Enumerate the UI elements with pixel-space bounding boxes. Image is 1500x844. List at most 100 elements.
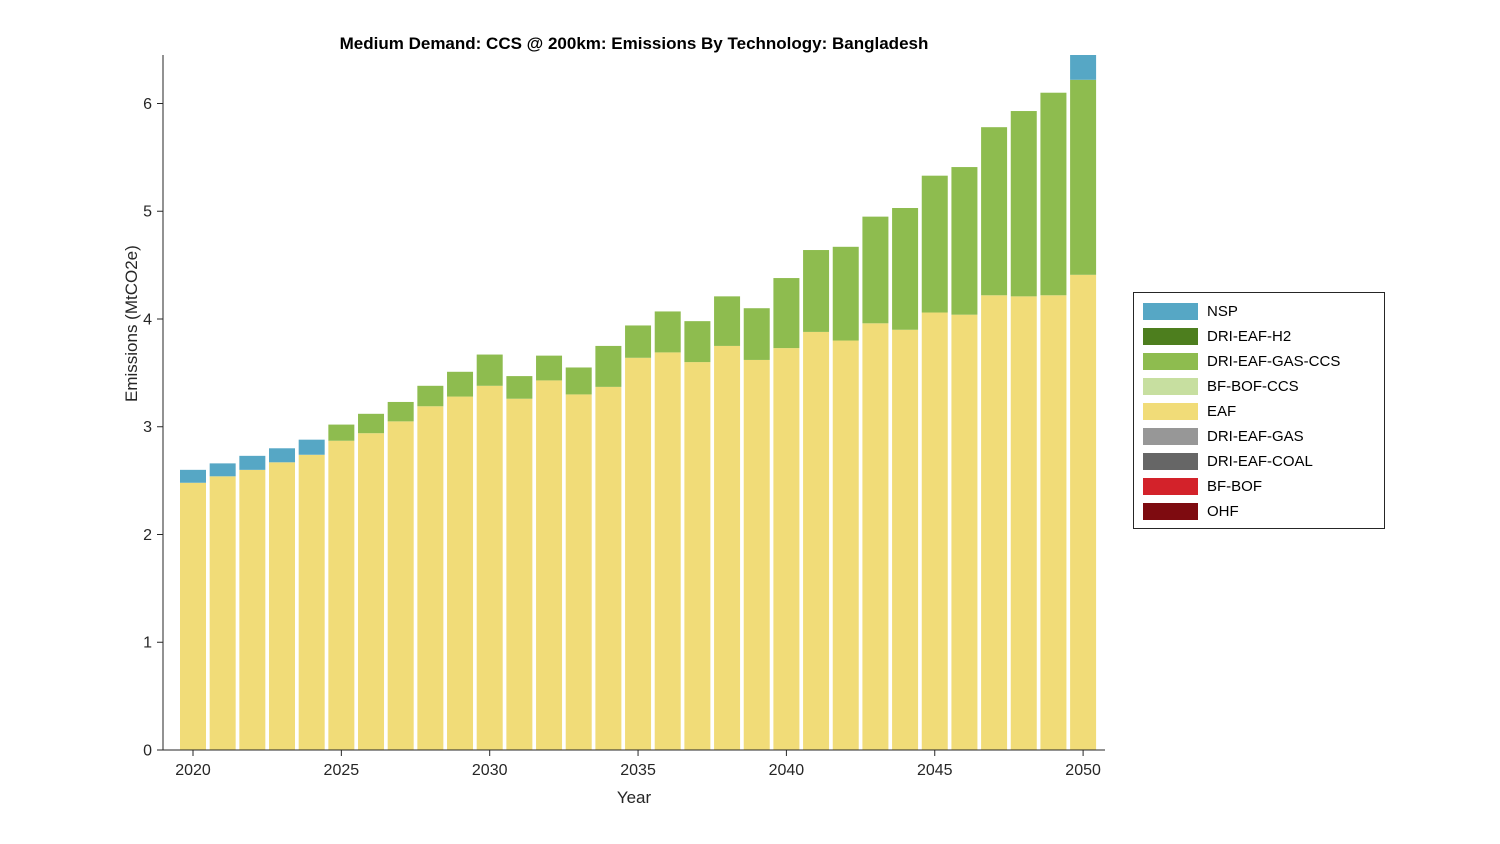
bar-2034-EAF <box>595 386 622 750</box>
bar-2035-EAF <box>625 357 652 750</box>
bar-2043-DRI-EAF-GAS-CCS <box>862 216 889 324</box>
bar-2033-EAF <box>565 394 592 750</box>
bar-2026-DRI-EAF-GAS-CCS <box>358 413 385 434</box>
bar-2029-EAF <box>447 396 474 750</box>
legend-swatch-BF-BOF-CCS <box>1143 378 1198 395</box>
bar-2025-DRI-EAF-GAS-CCS <box>328 424 355 441</box>
bar-2050-EAF <box>1070 274 1097 750</box>
x-tick-label-2040: 2040 <box>769 762 805 779</box>
bar-2050-DRI-EAF-GAS-CCS <box>1070 79 1097 275</box>
y-tick-label-2: 2 <box>143 527 152 544</box>
y-tick-label-6: 6 <box>143 96 152 113</box>
bar-2032-EAF <box>536 380 563 750</box>
bar-2032-DRI-EAF-GAS-CCS <box>536 355 563 381</box>
bar-2048-EAF <box>1010 296 1037 750</box>
bar-2042-EAF <box>832 340 859 750</box>
bar-2038-DRI-EAF-GAS-CCS <box>714 296 741 346</box>
bar-2028-EAF <box>417 406 444 750</box>
bar-2022-NSP <box>239 455 266 470</box>
x-tick-label-2020: 2020 <box>175 762 211 779</box>
legend-label: EAF <box>1207 403 1237 420</box>
bar-2049-DRI-EAF-GAS-CCS <box>1040 92 1067 296</box>
bar-2030-DRI-EAF-GAS-CCS <box>476 354 503 386</box>
legend-item-EAF: EAF <box>1134 399 1384 424</box>
legend-item-DRI-EAF-COAL: DRI-EAF-COAL <box>1134 449 1384 474</box>
x-tick-label-2030: 2030 <box>472 762 508 779</box>
legend-label: NSP <box>1207 303 1238 320</box>
bar-2044-DRI-EAF-GAS-CCS <box>892 208 919 330</box>
bar-2023-EAF <box>269 462 296 750</box>
bar-2027-EAF <box>387 421 414 750</box>
bar-2048-DRI-EAF-GAS-CCS <box>1010 111 1037 297</box>
bar-2042-DRI-EAF-GAS-CCS <box>832 246 859 341</box>
legend-label: BF-BOF <box>1207 478 1262 495</box>
bar-2040-EAF <box>773 348 800 750</box>
y-tick-label-0: 0 <box>143 743 152 760</box>
legend-item-DRI-EAF-GAS-CCS: DRI-EAF-GAS-CCS <box>1134 349 1384 374</box>
bar-2040-DRI-EAF-GAS-CCS <box>773 278 800 349</box>
bar-2024-NSP <box>298 439 325 455</box>
legend-label: OHF <box>1207 503 1239 520</box>
bar-2021-EAF <box>209 476 236 750</box>
legend: NSP DRI-EAF-H2 DRI-EAF-GAS-CCS BF-BOF-CCS EA… <box>1133 292 1385 529</box>
legend-swatch-DRI-EAF-COAL <box>1143 453 1198 470</box>
bar-2045-EAF <box>921 312 948 750</box>
legend-swatch-BF-BOF <box>1143 478 1198 495</box>
bar-2047-EAF <box>981 295 1008 750</box>
bar-2020-NSP <box>180 469 206 483</box>
bar-2025-EAF <box>328 440 355 750</box>
bar-2050-NSP <box>1070 55 1097 80</box>
bar-2049-EAF <box>1040 295 1067 750</box>
legend-label: DRI-EAF-GAS <box>1207 428 1304 445</box>
legend-item-BF-BOF: BF-BOF <box>1134 474 1384 499</box>
legend-label: DRI-EAF-H2 <box>1207 328 1292 345</box>
bar-2031-EAF <box>506 398 533 750</box>
x-tick-label-2045: 2045 <box>917 762 953 779</box>
bar-2041-EAF <box>803 331 830 750</box>
legend-label: BF-BOF-CCS <box>1207 378 1299 395</box>
bar-2041-DRI-EAF-GAS-CCS <box>803 250 830 332</box>
bar-2047-DRI-EAF-GAS-CCS <box>981 127 1008 296</box>
bar-2027-DRI-EAF-GAS-CCS <box>387 401 414 422</box>
legend-swatch-NSP <box>1143 303 1198 320</box>
bar-2023-NSP <box>269 448 296 463</box>
legend-swatch-OHF <box>1143 503 1198 520</box>
bar-2026-EAF <box>358 433 385 750</box>
bar-2037-EAF <box>684 362 711 750</box>
y-tick-label-5: 5 <box>143 204 152 221</box>
legend-swatch-EAF <box>1143 403 1198 420</box>
bar-2031-DRI-EAF-GAS-CCS <box>506 376 533 399</box>
chart-title: Medium Demand: CCS @ 200km: Emissions By… <box>339 34 929 53</box>
x-tick-label-2050: 2050 <box>1065 762 1101 779</box>
y-tick-label-1: 1 <box>143 635 152 652</box>
legend-swatch-DRI-EAF-GAS <box>1143 428 1198 445</box>
bar-2022-EAF <box>239 469 266 750</box>
bar-2028-DRI-EAF-GAS-CCS <box>417 385 444 407</box>
legend-swatch-DRI-EAF-GAS-CCS <box>1143 353 1198 370</box>
legend-item-OHF: OHF <box>1134 499 1384 524</box>
bar-2029-DRI-EAF-GAS-CCS <box>447 371 474 397</box>
bar-2039-DRI-EAF-GAS-CCS <box>743 308 770 360</box>
legend-item-DRI-EAF-H2: DRI-EAF-H2 <box>1134 324 1384 349</box>
legend-label: DRI-EAF-GAS-CCS <box>1207 353 1341 370</box>
legend-item-BF-BOF-CCS: BF-BOF-CCS <box>1134 374 1384 399</box>
bar-2036-EAF <box>654 352 681 750</box>
y-tick-label-4: 4 <box>143 311 152 328</box>
legend-item-DRI-EAF-GAS: DRI-EAF-GAS <box>1134 424 1384 449</box>
y-tick-label-3: 3 <box>143 419 152 436</box>
bar-2021-NSP <box>209 463 236 477</box>
bar-2033-DRI-EAF-GAS-CCS <box>565 367 592 395</box>
x-tick-label-2035: 2035 <box>620 762 656 779</box>
bar-2044-EAF <box>892 329 919 750</box>
bar-2036-DRI-EAF-GAS-CCS <box>654 311 681 353</box>
bar-2030-EAF <box>476 385 503 750</box>
bar-2046-DRI-EAF-GAS-CCS <box>951 167 978 315</box>
bar-2035-DRI-EAF-GAS-CCS <box>625 325 652 358</box>
bar-2024-EAF <box>298 454 325 750</box>
bar-2020-EAF <box>180 482 206 750</box>
bar-2045-DRI-EAF-GAS-CCS <box>921 175 948 313</box>
legend-label: DRI-EAF-COAL <box>1207 453 1313 470</box>
bar-2043-EAF <box>862 323 889 750</box>
